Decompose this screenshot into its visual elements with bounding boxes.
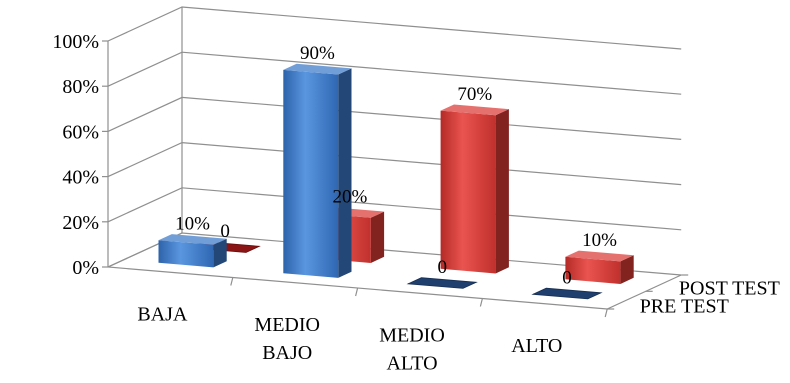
gridline xyxy=(107,6,682,50)
gridline xyxy=(107,232,682,276)
bar-pre-test xyxy=(406,277,478,289)
data-label-pre-test: 0 xyxy=(437,257,447,278)
chart-gridlines xyxy=(102,6,689,318)
data-label-post-test: 70% xyxy=(457,84,492,105)
chart-bars xyxy=(158,63,634,300)
x-tick-mark xyxy=(230,277,234,286)
y-tick-label: 60% xyxy=(62,121,99,143)
x-tick-mark xyxy=(355,287,359,297)
bar-post-test xyxy=(440,104,509,274)
x-category-label: BAJA xyxy=(137,303,188,325)
y-tick-label: 100% xyxy=(52,31,99,53)
series-depth-label: PRE TEST xyxy=(640,296,729,318)
series-depth-label: POST TEST xyxy=(679,277,780,299)
y-tick-label: 80% xyxy=(62,76,99,98)
gridline xyxy=(107,96,682,140)
bar-pre-test xyxy=(531,287,603,300)
data-label-pre-test: 0 xyxy=(562,268,572,289)
gridline xyxy=(107,141,682,186)
data-label-pre-test: 10% xyxy=(175,213,210,234)
x-tick-mark xyxy=(604,308,608,318)
x-category-label: MEDIO ALTO xyxy=(379,324,445,374)
data-label-pre-test: 90% xyxy=(300,43,335,64)
data-label-post-test: 20% xyxy=(333,186,368,207)
x-category-label: ALTO xyxy=(511,335,562,357)
gridline xyxy=(107,187,682,231)
bar-post-test xyxy=(565,250,634,284)
y-tick-label: 20% xyxy=(62,212,99,234)
data-label-post-test: 0 xyxy=(220,221,230,242)
y-tick-label: 40% xyxy=(62,167,99,189)
bar-pre-test xyxy=(158,234,227,268)
x-category-label: MEDIO BAJO xyxy=(254,314,320,364)
x-tick-mark xyxy=(479,298,483,307)
gridline xyxy=(107,51,682,95)
chart-text: 0% 20% 40% 60% 80% 100% 10% 90% 0 0 0 20% 70% 10% BAJA… xyxy=(52,31,780,374)
y-tick-label: 0% xyxy=(72,257,99,279)
bar-pre-test xyxy=(283,63,352,278)
data-label-post-test: 10% xyxy=(582,230,617,251)
